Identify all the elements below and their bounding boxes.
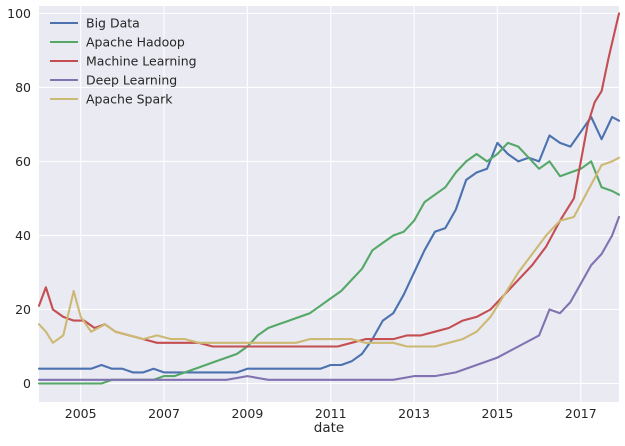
y-tick-labels: 0 20 40 60 80 100	[7, 6, 31, 391]
x-tick-label: 2013	[398, 406, 430, 421]
grid-lines	[39, 6, 619, 402]
legend-label: Big Data	[86, 16, 140, 31]
y-tick-label: 40	[15, 228, 31, 243]
x-tick-label: 2015	[482, 406, 514, 421]
series-lines	[37, 12, 621, 385]
x-tick-label: 2017	[565, 406, 597, 421]
x-tick-label: 2011	[315, 406, 347, 421]
x-tick-label: 2005	[65, 406, 97, 421]
series-line-apache-spark	[37, 156, 621, 348]
y-tick-label: 0	[23, 376, 31, 391]
plot-background	[39, 6, 619, 402]
series-line-big-data	[37, 115, 621, 374]
legend: Big Data Apache Hadoop Machine Learning Dee…	[50, 16, 197, 107]
y-tick-label: 20	[15, 302, 31, 317]
legend-label: Deep Learning	[86, 73, 177, 88]
x-tick-label: 2007	[148, 406, 180, 421]
legend-label: Machine Learning	[86, 54, 197, 69]
series-line-deep-learning	[37, 215, 621, 381]
y-tick-label: 80	[15, 80, 31, 95]
x-axis-label: date	[314, 420, 344, 436]
x-tick-labels: 2005 2007 2009 2011 2013 2015 2017	[65, 406, 597, 421]
x-tick-label: 2009	[231, 406, 263, 421]
y-tick-label: 60	[15, 154, 31, 169]
legend-label: Apache Hadoop	[86, 35, 185, 50]
y-tick-label: 100	[7, 6, 31, 21]
legend-label: Apache Spark	[86, 92, 173, 107]
